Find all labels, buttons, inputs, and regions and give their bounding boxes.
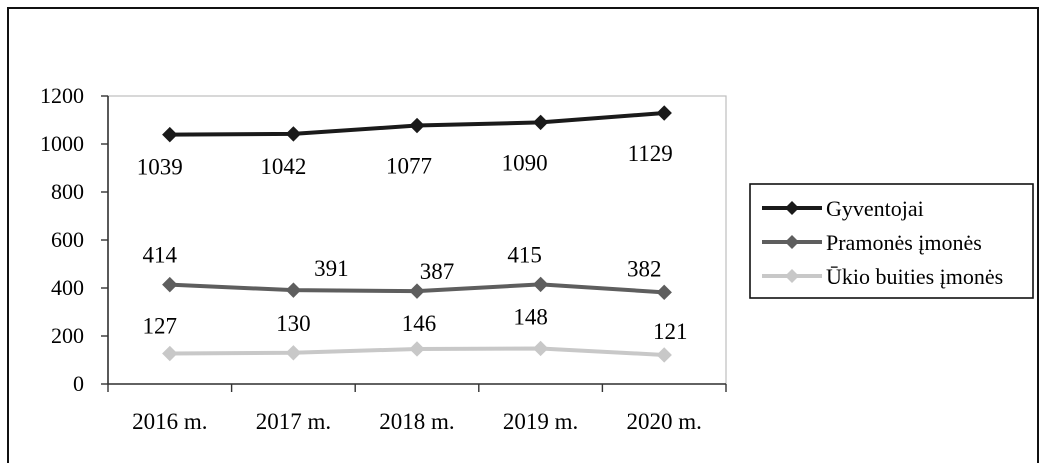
series-marker [532,340,549,357]
x-tick-label: 2018 m. [379,409,454,434]
series-marker [409,341,425,357]
x-tick-label: 2016 m. [132,409,207,434]
data-label: 121 [653,319,688,344]
series-1: 414 391 387 415 382 [143,242,672,301]
y-tick-label: 0 [73,371,84,396]
legend-swatch-marker [785,201,799,215]
series-marker [162,345,178,362]
x-tick-label: 2019 m. [503,409,578,434]
legend-swatch-marker [785,235,799,249]
data-label: 127 [143,314,178,339]
series-marker [656,284,672,301]
chart-frame [7,7,1039,468]
data-label: 1077 [386,154,432,179]
series-marker [162,276,178,293]
series-0: 1039 1042 1077 1090 1129 [137,105,673,180]
series-marker [532,114,549,131]
series-marker [285,345,302,361]
series-marker [162,126,178,143]
y-tick-label: 1000 [40,131,84,156]
data-label: 415 [507,242,542,267]
series-marker [656,105,672,121]
y-tick-label: 1200 [40,83,84,108]
plot-area [107,95,727,385]
y-tick-label: 800 [51,179,84,204]
series-2: 127 130 146 148 121 [143,304,688,363]
data-label: 148 [513,304,548,329]
data-label: 414 [143,243,178,268]
series-marker [285,126,302,142]
legend-label: Pramonės įmonės [826,230,982,255]
y-tick-label: 400 [51,275,84,300]
data-label: 382 [627,256,662,281]
series-marker [532,276,549,293]
legend-swatch-marker [785,269,799,283]
series-marker [285,282,302,298]
series-marker [409,117,425,134]
data-label: 130 [276,311,311,336]
data-label: 1039 [137,155,183,180]
legend-label: Gyventojai [826,196,924,221]
x-tick-label: 2020 m. [627,409,702,434]
data-label: 1129 [628,141,673,166]
data-label: 387 [420,259,455,284]
data-label: 391 [314,256,349,281]
data-label: 1042 [260,154,306,179]
data-label: 1090 [502,150,548,175]
series-marker [656,347,672,363]
series-marker [409,283,425,299]
y-tick-label: 600 [51,227,84,252]
legend-label: Ūkio buities įmonės [826,264,1003,289]
data-label: 146 [402,311,437,336]
x-tick-label: 2017 m. [256,409,331,434]
y-tick-label: 200 [51,323,84,348]
